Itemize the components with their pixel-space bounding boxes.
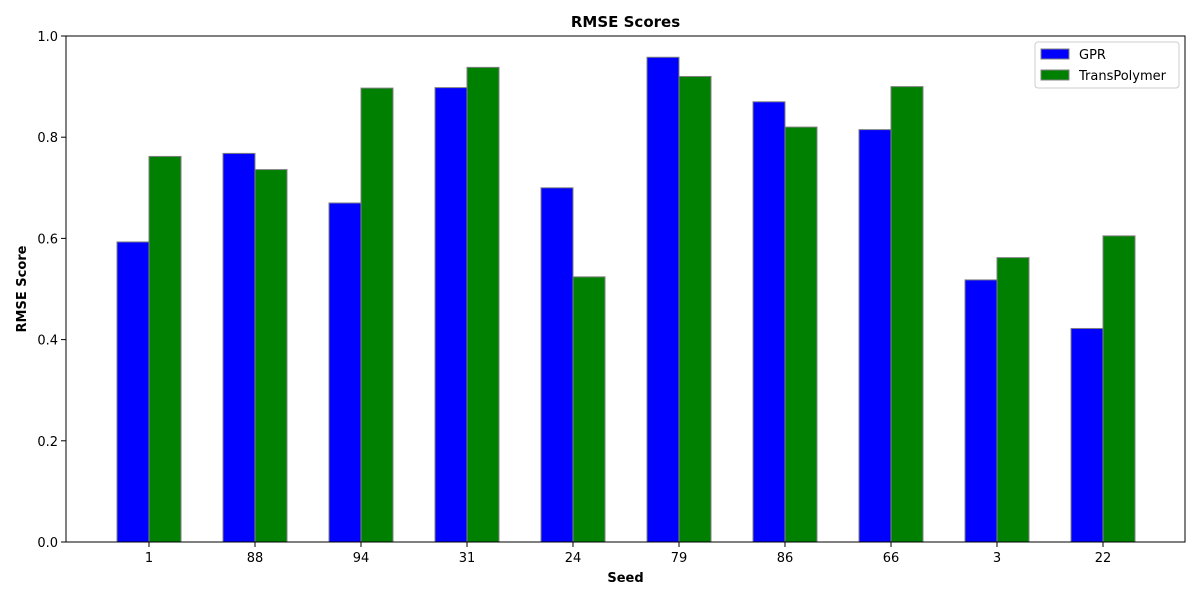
x-tick-label: 94 xyxy=(353,551,370,566)
bar-transpolymer-22 xyxy=(1102,235,1136,543)
bar-transpolymer-24 xyxy=(572,276,606,543)
bar-gpr-31 xyxy=(434,87,468,543)
x-axis-label: Seed xyxy=(607,571,643,586)
bar-transpolymer-79 xyxy=(678,75,712,543)
x-tick-label: 22 xyxy=(1095,551,1112,566)
legend-label-transpolymer: TransPolymer xyxy=(1078,69,1167,84)
x-tick-label: 1 xyxy=(145,551,153,566)
plot-frame xyxy=(65,35,1186,543)
bar-gpr-94 xyxy=(328,202,362,543)
bar-gpr-86 xyxy=(752,101,786,543)
y-tick-label: 0.6 xyxy=(37,232,58,247)
ticks-group: 0.0 0.2 0.4 0.6 0.8 1.0 1 88 94 31 24 79 86 66 3 22 xyxy=(37,30,1111,566)
y-tick-label: 0.8 xyxy=(37,131,58,146)
x-tick-label: 86 xyxy=(777,551,794,566)
bar-transpolymer-1 xyxy=(148,155,182,543)
x-tick-label: 24 xyxy=(565,551,582,566)
bar-gpr-88 xyxy=(222,152,256,543)
bar-transpolymer-3 xyxy=(996,257,1030,543)
legend-box xyxy=(1034,41,1180,89)
bar-gpr-22 xyxy=(1070,327,1104,543)
x-tick-label: 66 xyxy=(883,551,900,566)
bar-transpolymer-31 xyxy=(466,66,500,543)
y-tick-label: 0.4 xyxy=(37,334,58,349)
bar-gpr-3 xyxy=(964,279,998,543)
bar-gpr-66 xyxy=(858,129,892,543)
bar-gpr-79 xyxy=(646,56,680,543)
x-tick-label: 31 xyxy=(459,551,476,566)
legend-swatch-transpolymer xyxy=(1040,69,1070,81)
bar-gpr-24 xyxy=(540,187,574,543)
x-tick-label: 88 xyxy=(247,551,264,566)
legend-label-gpr: GPR xyxy=(1079,48,1106,63)
x-tick-label: 3 xyxy=(993,551,1001,566)
y-tick-label: 0.2 xyxy=(37,435,58,450)
bar-transpolymer-86 xyxy=(784,126,818,543)
y-tick-label: 1.0 xyxy=(37,30,58,45)
legend: GPR TransPolymer xyxy=(1034,41,1180,89)
bar-transpolymer-94 xyxy=(360,87,394,543)
x-tick-label: 79 xyxy=(671,551,688,566)
bar-transpolymer-66 xyxy=(890,86,924,543)
bar-transpolymer-88 xyxy=(254,169,288,543)
y-axis-label: RMSE Score xyxy=(15,245,30,332)
y-tick-label: 0.0 xyxy=(37,536,58,551)
chart-title: RMSE Scores xyxy=(571,13,680,31)
legend-swatch-gpr xyxy=(1040,48,1070,60)
axes-group xyxy=(65,35,1186,543)
bars-group xyxy=(116,56,1136,543)
bar-gpr-1 xyxy=(116,241,150,543)
